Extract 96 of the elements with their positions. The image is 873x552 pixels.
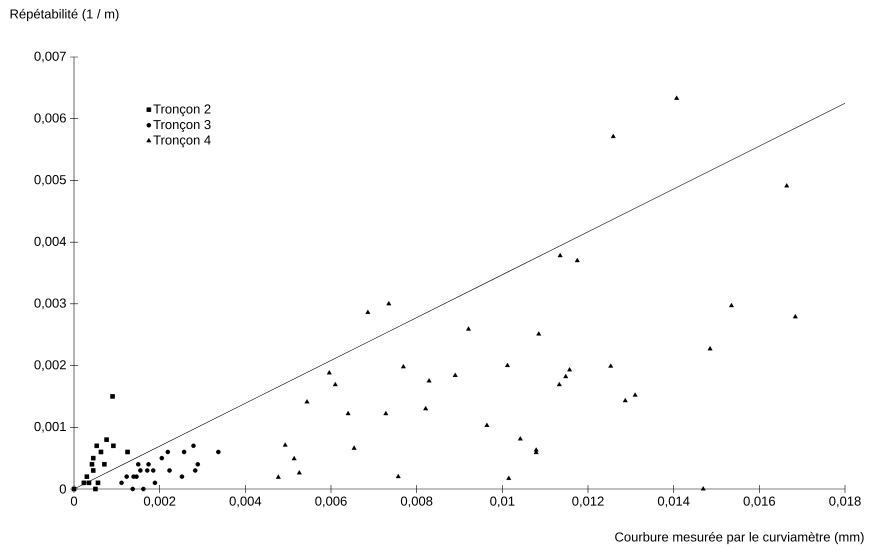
point — [632, 392, 638, 397]
point — [166, 450, 170, 454]
point — [708, 346, 713, 350]
point — [191, 444, 196, 448]
y-tick-label: 0,004 — [34, 236, 66, 248]
point — [365, 310, 370, 314]
point — [622, 398, 628, 402]
point — [82, 480, 86, 486]
point — [608, 363, 614, 368]
point — [674, 96, 680, 100]
point — [130, 486, 135, 492]
point — [104, 437, 109, 442]
point — [396, 474, 401, 478]
x-tick-label: 0 — [70, 496, 78, 506]
x-tick-label: 0,016 — [744, 496, 776, 508]
y-tick-label: 0,003 — [34, 298, 66, 310]
point — [136, 462, 141, 467]
point — [180, 474, 184, 479]
x-tick-label: 0,01 — [490, 496, 514, 508]
point — [94, 444, 100, 448]
point — [352, 445, 357, 450]
legend-label: Tronçon 4 — [153, 136, 211, 148]
point — [98, 450, 104, 454]
point — [784, 183, 790, 188]
point — [195, 462, 200, 467]
point — [93, 486, 98, 492]
legend-label: Tronçon 2 — [153, 104, 210, 116]
point — [563, 374, 568, 378]
point — [282, 442, 288, 447]
point — [610, 134, 616, 138]
x-tick-label: 0,012 — [572, 496, 604, 508]
point — [792, 314, 798, 318]
x-tick-label: 0,014 — [658, 496, 690, 508]
point — [326, 370, 332, 374]
point — [182, 450, 186, 454]
point — [505, 362, 510, 368]
x-tick-label: 0,006 — [315, 496, 347, 508]
point — [567, 367, 572, 372]
y-tick-label: 0,001 — [34, 422, 66, 433]
point — [426, 378, 432, 382]
point — [96, 480, 100, 486]
point — [332, 382, 338, 386]
point — [729, 302, 734, 308]
point — [192, 468, 198, 473]
point — [167, 468, 172, 473]
point — [574, 258, 580, 262]
point — [296, 470, 302, 474]
y-tick-label: 0,006 — [34, 113, 66, 124]
point — [346, 410, 351, 416]
point — [125, 450, 130, 454]
x-tick-label: 0,008 — [400, 496, 432, 508]
point — [150, 468, 156, 473]
point — [90, 462, 94, 467]
point — [90, 456, 96, 460]
point — [111, 444, 116, 448]
point — [484, 422, 490, 427]
point — [102, 462, 107, 467]
point — [536, 331, 542, 336]
y-tick-label: 0,002 — [34, 360, 66, 371]
point — [452, 372, 458, 377]
point — [90, 468, 96, 473]
point — [152, 480, 158, 486]
point — [304, 399, 310, 404]
point — [558, 252, 563, 258]
point — [292, 456, 297, 460]
point — [383, 410, 388, 416]
point — [72, 486, 76, 492]
point — [144, 468, 150, 473]
point — [276, 474, 281, 479]
point — [119, 480, 124, 486]
point — [216, 450, 221, 454]
point — [84, 474, 90, 479]
point — [400, 364, 406, 368]
point — [146, 462, 151, 467]
point — [141, 486, 146, 492]
y-tick-label: 0,005 — [34, 175, 66, 186]
point — [556, 382, 562, 386]
point — [506, 476, 512, 480]
point — [124, 474, 129, 479]
point — [86, 480, 92, 486]
x-tick-label: 0,004 — [230, 496, 262, 508]
point — [160, 456, 164, 460]
y-tick-label: 0 — [60, 484, 66, 494]
x-axis-title: Courbure mesurée par le curviamètre (mm) — [615, 532, 864, 544]
y-tick-label: 0,007 — [34, 52, 66, 62]
legend-label: Tronçon 3 — [153, 120, 211, 132]
point — [700, 486, 706, 490]
x-tick-label: 0,018 — [829, 496, 861, 508]
point — [518, 436, 523, 441]
point — [110, 394, 115, 399]
point — [466, 326, 471, 331]
x-tick-label: 0,002 — [144, 496, 176, 508]
y-axis-title: Répétabilité (1 / m) — [10, 8, 119, 22]
point — [386, 301, 392, 306]
point — [138, 468, 143, 473]
point — [423, 406, 428, 410]
